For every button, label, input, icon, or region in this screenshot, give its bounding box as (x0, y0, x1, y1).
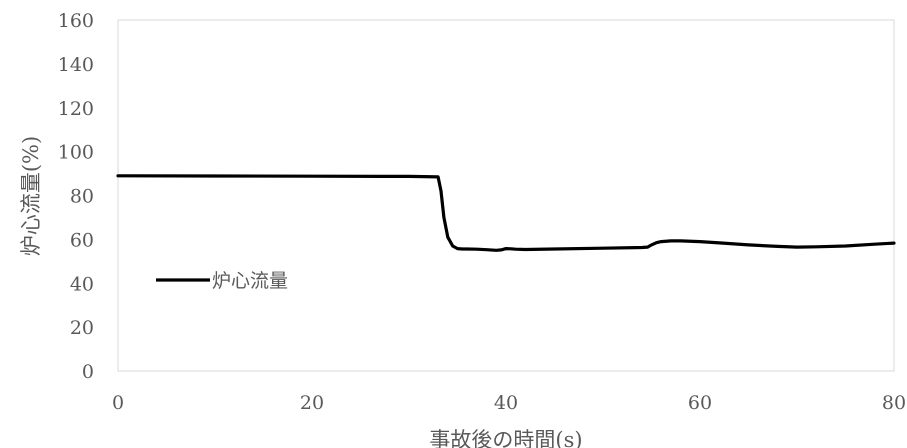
y-tick-labels: 0 20 40 60 80 100 120 140 160 (58, 10, 94, 383)
x-tick-labels: 0 20 40 60 80 (112, 392, 906, 414)
y-tick-label: 0 (82, 361, 94, 383)
x-tick-label: 60 (688, 392, 712, 414)
y-tick-label: 80 (70, 186, 94, 208)
x-tick-label: 40 (494, 392, 518, 414)
y-tick-label: 60 (70, 229, 94, 251)
legend-label: 炉心流量 (212, 270, 288, 292)
y-tick-label: 120 (58, 98, 94, 120)
x-tick-label: 80 (882, 392, 906, 414)
x-axis-title: 事故後の時間(s) (429, 428, 582, 448)
y-tick-label: 20 (70, 317, 94, 339)
y-axis-title: 炉心流量(%) (19, 136, 43, 256)
x-tick-label: 20 (300, 392, 324, 414)
series-line-core-flow (116, 174, 896, 252)
y-tick-label: 100 (58, 142, 94, 164)
y-tick-label: 160 (58, 10, 94, 32)
plot-area (117, 19, 895, 372)
y-tick-label: 40 (70, 273, 94, 295)
y-tick-label: 140 (58, 54, 94, 76)
x-tick-label: 0 (112, 392, 124, 414)
